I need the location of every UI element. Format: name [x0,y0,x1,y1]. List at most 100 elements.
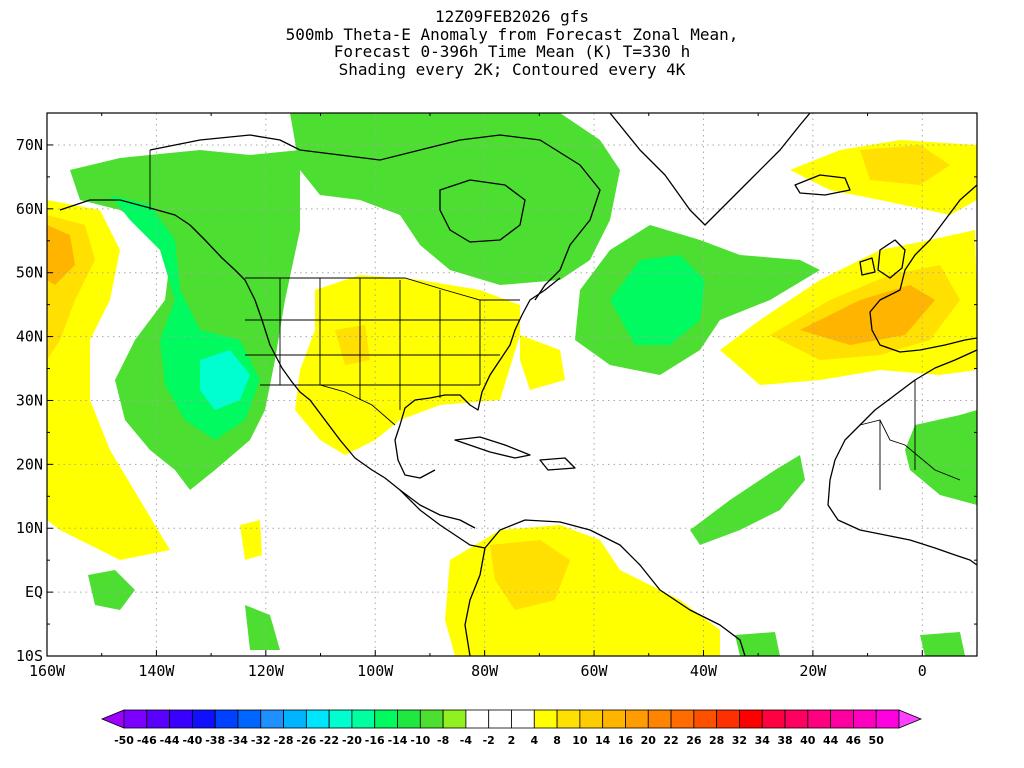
colorbar-swatch [283,709,307,729]
lat-tick-label: 10N [16,519,43,537]
colorbar-label: -46 [137,734,157,747]
colorbar-swatch [533,709,558,729]
lat-tick-label: 60N [16,200,43,218]
lat-ticks: 10S EQ 10N 20N 30N 40N 50N 60N 70N [16,136,977,665]
lon-tick-label: 100W [357,662,394,680]
coast-cuba [454,436,531,459]
colorbar-label: 50 [869,734,885,747]
lon-tick-label: 0 [918,662,927,680]
grid-lines [47,113,977,656]
shade-africa-negative [905,410,977,505]
coast-south-america [484,519,746,656]
colorbar-swatch [419,709,444,729]
colorbar-swatch [647,709,672,729]
coast-sam-west [464,547,486,656]
colorbar-labels: -50 -46 -44 -40 -38 -34 -32 -28 -26 -22 -20 -16 -14-… [114,734,884,747]
colorbar-swatch [237,709,262,729]
colorbar-swatch [465,709,490,729]
colorbar-swatch [898,709,923,729]
colorbar-label: 26 [686,734,702,747]
shade-us-positive [295,275,565,455]
colorbar-label: -40 [182,734,202,747]
colorbar-swatch [374,709,398,729]
colorbar-label: -10 [410,734,430,747]
colorbar-label: 10 [572,734,588,747]
colorbar-label: -20 [342,734,362,747]
lat-tick-label: EQ [25,583,43,601]
colorbar-swatch [191,709,216,729]
colorbar-swatch [875,709,900,729]
title-line-1: 12Z09FEB2026 gfs [434,7,590,26]
lon-tick-label: 80W [471,662,499,680]
colorbar-swatch [761,709,786,729]
colorbar-swatch [693,709,718,729]
colorbar-swatch [739,709,763,729]
colorbar-label: -38 [205,734,225,747]
political-boundaries [149,150,961,490]
shade-patch-4 [735,632,780,656]
colorbar-label: 22 [663,734,678,747]
colorbar-swatch [579,709,604,729]
title-line-4: Shading every 2K; Contoured every 4K [338,59,686,79]
colorbar-label: -44 [160,734,180,747]
lon-tick-label: 60W [581,662,609,680]
colorbar-label: 46 [846,734,862,747]
coast-uk [877,239,906,279]
lon-tick-label: 160W [29,662,66,680]
colorbar-swatch [169,709,193,729]
colorbar-swatch [830,709,854,729]
coast-arctic-canada [149,134,601,301]
colorbar-swatch [305,709,330,729]
colorbar-label: 20 [641,734,657,747]
colorbar-label: 4 [530,734,538,747]
colorbar-swatch [100,709,125,729]
colorbar-label: 38 [777,734,792,747]
lon-tick-label: 140W [138,662,175,680]
lat-tick-label: 50N [16,264,43,282]
colorbar-swatch [442,709,467,729]
colorbar-swatch [807,709,832,729]
colorbar-swatch [556,709,581,729]
shade-canada-negative [290,113,620,285]
lon-tick-label: 120W [248,662,285,680]
coast-iceland [794,174,851,196]
colorbar-swatch [351,709,376,729]
coast-ireland [859,257,876,276]
colorbar-label: 28 [709,734,724,747]
colorbar-label: -50 [114,734,134,747]
colorbar-label: 32 [732,734,747,747]
colorbar-label: 34 [755,734,771,747]
colorbar-label: 2 [508,734,516,747]
lat-tick-label: 10S [16,647,43,665]
colorbar-label: -22 [319,734,339,747]
colorbar-label: -34 [228,734,248,747]
colorbar-swatch [625,709,649,729]
lat-tick-label: 20N [16,455,43,473]
shade-patch-2 [245,605,280,650]
colorbar-swatch [214,709,239,729]
coast-hudson-bay [439,179,526,243]
colorbar-label: -8 [437,734,449,747]
colorbar-swatch [146,709,170,729]
colorbar-label: 14 [595,734,611,747]
colorbar-swatch [511,709,535,729]
shade-atlantic-teal [610,255,705,345]
colorbar-swatch [602,709,626,729]
colorbar-swatch [260,709,284,729]
coast-alaska [59,199,476,529]
lon-tick-label: 20W [799,662,827,680]
lon-tick-label: 40W [690,662,718,680]
shade-patch-1 [88,570,135,610]
plot-frame [46,112,978,657]
shade-sam-positive [445,525,720,656]
colorbar [100,709,923,729]
colorbar-label: -26 [296,734,316,747]
coast-europe [869,184,977,353]
colorbar-label: 44 [823,734,839,747]
anomaly-shading [47,113,977,656]
coast-central-america [399,489,486,549]
colorbar-label: 40 [800,734,816,747]
colorbar-swatch [784,709,809,729]
colorbar-label: -16 [365,734,385,747]
